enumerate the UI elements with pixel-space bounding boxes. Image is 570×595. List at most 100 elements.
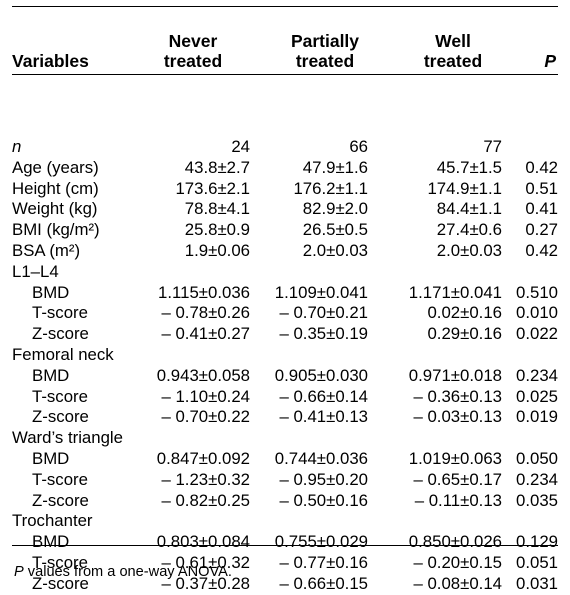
row-label: Z-score	[32, 490, 89, 510]
cell-p-value: 0.41	[525, 199, 558, 219]
cell-partially-treated: – 0.77±0.16	[279, 552, 368, 572]
table-group-row: Trochanter	[12, 511, 558, 532]
cell-partially-treated: 26.5±0.5	[302, 220, 368, 240]
table-bottom-rule	[12, 545, 558, 547]
cell-well-treated: 0.850±0.026	[408, 532, 502, 552]
cell-well-treated: 84.4±1.1	[436, 199, 502, 219]
row-label: Z-score	[32, 573, 89, 593]
table-row: BMD 0.847±0.092 0.744±0.036 1.019±0.063 0.05…	[12, 449, 558, 470]
table-row: Z-score – 0.82±0.25 – 0.50±0.16 – 0.11±0.13…	[12, 491, 558, 512]
table-row: BMD 0.943±0.058 0.905±0.030 0.971±0.018 0.23…	[12, 366, 558, 387]
row-label: Z-score	[32, 407, 89, 427]
cell-p-value: 0.031	[516, 573, 558, 593]
group-label: L1–L4	[12, 261, 59, 281]
cell-never-treated: – 0.82±0.25	[161, 490, 250, 510]
table-row: Height (cm) 173.6±2.1 176.2±1.1 174.9±1.1 0.…	[12, 179, 558, 200]
cell-p-value	[512, 137, 558, 158]
table-row: T-score – 0.61±0.32 – 0.77±0.16 – 0.20±0.15…	[12, 553, 558, 574]
cell-well-treated: 0.02±0.16	[427, 303, 502, 323]
cell-partially-treated: 0.905±0.030	[274, 365, 368, 385]
cell-never-treated: 1.9±0.06	[184, 240, 250, 260]
cell-well-treated: 1.019±0.063	[408, 448, 502, 468]
cell-partially-treated: – 0.66±0.15	[279, 573, 368, 593]
cell-never-treated: – 0.61±0.32	[161, 552, 250, 572]
row-label: T-score	[32, 386, 88, 406]
cell-well-treated: 77	[483, 137, 502, 156]
cell-p-value: 0.050	[516, 448, 558, 468]
cell-p-value: 0.129	[516, 532, 558, 552]
cell-never-treated: – 0.37±0.28	[161, 573, 250, 593]
cell-never-treated: 24	[231, 137, 250, 156]
table-header-rule	[12, 74, 558, 75]
header-p-value: P	[544, 51, 556, 71]
cell-p-value: 0.510	[516, 282, 558, 302]
cell-partially-treated: 66	[349, 137, 368, 156]
cell-well-treated: 45.7±1.5	[436, 157, 502, 177]
table-row: Z-score – 0.70±0.22 – 0.41±0.13 – 0.03±0.13…	[12, 407, 558, 428]
row-label: BMD	[32, 448, 70, 468]
footnote-p-symbol: P	[14, 564, 24, 580]
cell-p-value: 0.022	[516, 324, 558, 344]
cell-never-treated: 173.6±2.1	[175, 178, 250, 198]
header-variables: Variables	[12, 51, 89, 71]
cell-never-treated: 0.847±0.092	[156, 448, 250, 468]
cell-p-value: 0.010	[516, 303, 558, 323]
table-group-row: Ward’s triangle	[12, 428, 558, 449]
table-row: n 24 66 77	[12, 137, 558, 158]
row-label: Age (years)	[12, 157, 99, 177]
row-label: n	[12, 137, 22, 156]
table-row: BMI (kg/m²) 25.8±0.9 26.5±0.5 27.4±0.6 0.27	[12, 220, 558, 241]
cell-never-treated: – 1.10±0.24	[161, 386, 250, 406]
cell-partially-treated: 0.744±0.036	[274, 448, 368, 468]
cell-partially-treated: 1.109±0.041	[274, 282, 368, 302]
cell-p-value: 0.27	[525, 220, 558, 240]
row-label: Height (cm)	[12, 178, 99, 198]
table-row: BMD 0.803±0.084 0.755±0.029 0.850±0.026 0.12…	[12, 532, 558, 553]
cell-partially-treated: 82.9±2.0	[302, 199, 368, 219]
cell-never-treated: – 1.23±0.32	[161, 469, 250, 489]
table-group-row: L1–L4	[12, 262, 558, 283]
cell-p-value: 0.051	[516, 552, 558, 572]
cell-p-value: 0.234	[516, 365, 558, 385]
cell-never-treated: – 0.41±0.27	[161, 324, 250, 344]
cell-partially-treated: – 0.95±0.20	[279, 469, 368, 489]
cell-p-value: 0.035	[516, 490, 558, 510]
cell-p-value: 0.234	[516, 469, 558, 489]
cell-well-treated: 0.971±0.018	[408, 365, 502, 385]
group-label: Femoral neck	[12, 344, 114, 364]
cell-partially-treated: 176.2±1.1	[293, 178, 368, 198]
cell-well-treated: – 0.20±0.15	[413, 552, 502, 572]
header-never-treated: Never treated	[163, 31, 223, 71]
cell-never-treated: – 0.78±0.26	[161, 303, 250, 323]
cell-well-treated: 2.0±0.03	[436, 240, 502, 260]
row-label: BMI (kg/m²)	[12, 220, 100, 240]
row-label: Weight (kg)	[12, 199, 98, 219]
cell-well-treated: 1.171±0.041	[408, 282, 502, 302]
group-label: Trochanter	[12, 511, 93, 531]
cell-well-treated: – 0.65±0.17	[413, 469, 502, 489]
row-label: Z-score	[32, 324, 89, 344]
table-row: T-score – 1.10±0.24 – 0.66±0.14 – 0.36±0.13…	[12, 387, 558, 408]
cell-partially-treated: – 0.50±0.16	[279, 490, 368, 510]
cell-well-treated: 0.29±0.16	[427, 324, 502, 344]
table-row: T-score – 0.78±0.26 – 0.70±0.21 0.02±0.16 0.…	[12, 303, 558, 324]
cell-never-treated: 78.8±4.1	[184, 199, 250, 219]
header-partially-treated: Partially treated	[290, 31, 360, 71]
cell-well-treated: – 0.11±0.13	[414, 490, 502, 510]
cell-never-treated: 0.803±0.084	[156, 532, 250, 552]
table-row: BMD 1.115±0.036 1.109±0.041 1.171±0.041 0.51…	[12, 283, 558, 304]
cell-p-value: 0.42	[525, 157, 558, 177]
table-row: Z-score – 0.37±0.28 – 0.66±0.15 – 0.08±0.14…	[12, 574, 558, 595]
table-group-row: Femoral neck	[12, 345, 558, 366]
cell-partially-treated: 2.0±0.03	[302, 240, 368, 260]
table-top-rule	[12, 6, 558, 8]
footnote-text: values from a one-way ANOVA.	[23, 564, 232, 580]
table-row: Z-score – 0.41±0.27 – 0.35±0.19 0.29±0.16 0.…	[12, 324, 558, 345]
data-table: Variables Never treated Partially treated …	[12, 9, 558, 595]
row-label: BSA (m²)	[12, 240, 81, 260]
cell-well-treated: – 0.08±0.14	[413, 573, 502, 593]
table-row: Weight (kg) 78.8±4.1 82.9±2.0 84.4±1.1 0.41	[12, 199, 558, 220]
table-row: BSA (m²) 1.9±0.06 2.0±0.03 2.0±0.03 0.42	[12, 241, 558, 262]
table-footnote: P values from a one-way ANOVA.	[14, 563, 232, 581]
